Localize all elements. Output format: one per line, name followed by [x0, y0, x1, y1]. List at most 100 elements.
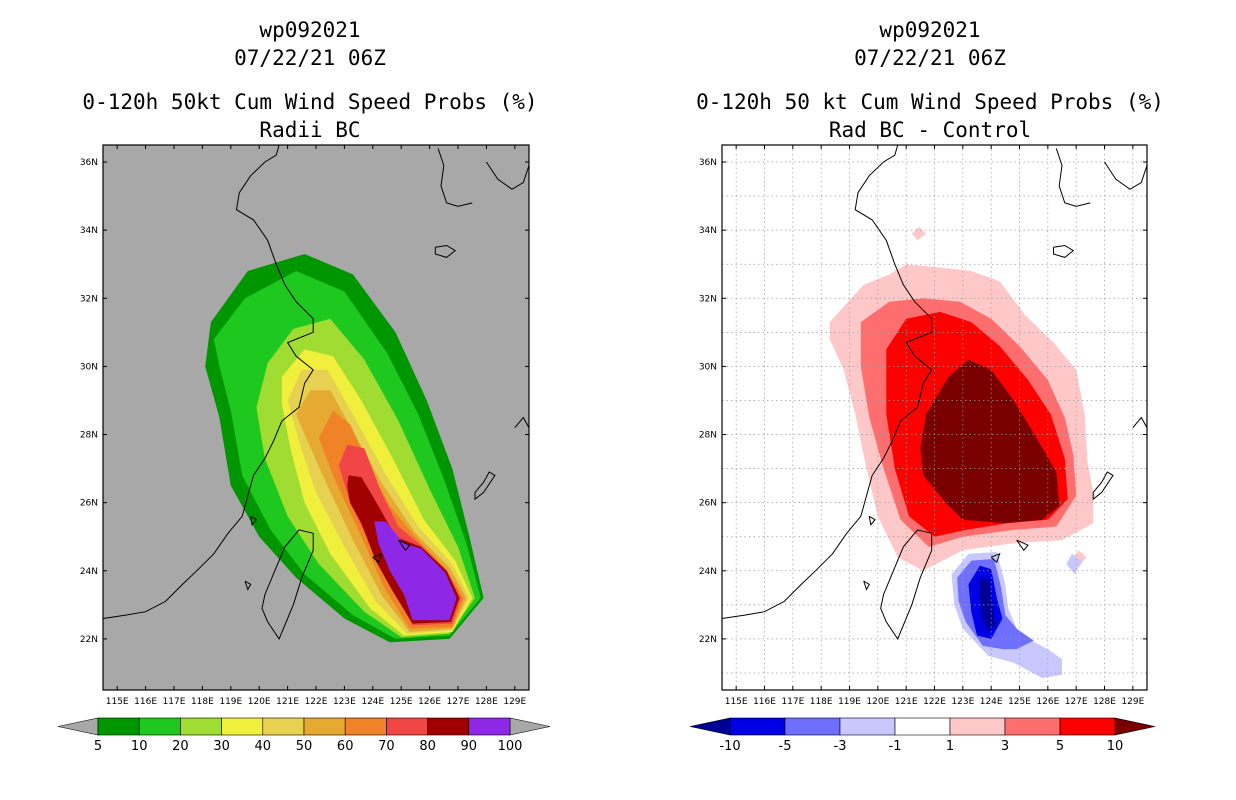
right-coastline-3: [1055, 148, 1091, 207]
left-colorbar-label: 60: [337, 739, 354, 754]
right-colorbar: -10 -5 -3 -1 1 3 5 10: [689, 717, 1156, 754]
left-coastline-0: [103, 145, 314, 619]
right-xtick-label: 121E: [895, 697, 918, 707]
right-coastline-5: [1092, 471, 1114, 501]
right-colorbar-swatch: [784, 717, 841, 736]
right-ytick-label: 30N: [699, 362, 717, 372]
right-colorbar-label: -5: [779, 739, 792, 754]
left-colorbar-swatch: [180, 717, 222, 736]
right-xtick-label: 115E: [725, 697, 748, 707]
left-ytick-label: 32N: [80, 294, 98, 304]
right-colorbar-under-arrow: [689, 717, 731, 736]
right-colorbar-label: -3: [834, 739, 847, 754]
left-xtick-label: 120E: [248, 697, 271, 707]
right-xtick-label: 118E: [810, 697, 833, 707]
left-coastline-2: [485, 161, 529, 190]
right-colorbar-swatch: [1004, 717, 1061, 736]
left-xtick-label: 115E: [106, 697, 129, 707]
right-coastline-6: [1132, 416, 1147, 429]
left-xtick-label: 116E: [134, 697, 157, 707]
left-colorbar-label: 100: [498, 739, 523, 754]
right-coastline-7: [1016, 539, 1029, 552]
right-storm-id: wp092021: [879, 18, 981, 42]
right-colorbar-label: 1: [946, 739, 954, 754]
left-colorbar-swatch: [97, 717, 140, 736]
left-xtick-label: 129E: [503, 697, 526, 707]
left-colorbar: 5 10 20 30 40 50 60 70 80 90 100: [57, 717, 551, 754]
right-contour-1-2: [849, 298, 864, 312]
left-colorbar-label: 20: [172, 739, 189, 754]
left-coastline-5: [474, 471, 496, 501]
right-colorbar-label: 3: [1001, 739, 1009, 754]
left-xtick-label: 124E: [361, 697, 384, 707]
left-colorbar-swatch: [262, 717, 305, 736]
right-colorbar-swatch: [839, 717, 896, 736]
right-coastline-9: [868, 515, 876, 526]
left-colorbar-label: 70: [378, 739, 395, 754]
right-chart-title: 0-120h 50 kt Cum Wind Speed Probs (%): [696, 90, 1164, 114]
right-coastline-2: [1104, 161, 1147, 190]
left-storm-id: wp092021: [259, 18, 361, 42]
left-chart-subtitle: Radii BC: [259, 118, 361, 142]
right-init-time: 07/22/21 06Z: [854, 46, 1006, 70]
left-ytick-label: 24N: [80, 567, 98, 577]
right-xtick-label: 126E: [1036, 697, 1059, 707]
left-colorbar-swatch: [344, 717, 387, 736]
right-ytick-label: 34N: [699, 226, 717, 236]
right-xtick-label: 124E: [980, 697, 1003, 707]
right-chart-subtitle: Rad BC - Control: [828, 118, 1032, 142]
left-xtick-label: 127E: [447, 697, 470, 707]
right-ytick-label: 32N: [699, 294, 717, 304]
left-coastline-7: [397, 539, 411, 552]
left-colorbar-swatch: [468, 717, 511, 736]
left-colorbar-label: 30: [213, 739, 230, 754]
left-colorbar-swatch: [303, 717, 346, 736]
right-coastlines: [722, 145, 1147, 640]
right-xtick-label: 120E: [866, 697, 889, 707]
right-coastline-10: [863, 580, 870, 591]
right-map-panel: 115E 116E 117E 118E 119E 120E 121E 122E 123E 124E…: [689, 144, 1156, 754]
right-xtick-label: 125E: [1008, 697, 1031, 707]
left-map-panel: 115E 116E 117E 118E 119E 120E 121E 122E 123E 124E…: [57, 144, 551, 754]
left-colorbar-swatch: [221, 717, 264, 736]
left-ytick-label: 22N: [80, 635, 98, 645]
left-ytick-label: 28N: [80, 431, 98, 441]
right-xtick-label: 116E: [753, 697, 776, 707]
right-colorbar-label: -10: [719, 739, 740, 754]
right-xtick-label: 122E: [923, 697, 946, 707]
right-xtick-label: 129E: [1121, 697, 1144, 707]
left-colorbar-label: 40: [255, 739, 272, 754]
right-coastline-4: [1053, 244, 1075, 258]
left-xtick-label: 126E: [418, 697, 441, 707]
right-coastline-1: [880, 529, 933, 640]
left-xtick-label: 117E: [163, 697, 186, 707]
left-ytick-label: 34N: [80, 226, 98, 236]
right-colorbar-over-arrow: [1114, 717, 1156, 736]
left-chart-title: 0-120h 50kt Cum Wind Speed Probs (%): [82, 90, 538, 114]
left-xtick-label: 128E: [475, 697, 498, 707]
left-xtick-label: 122E: [305, 697, 328, 707]
right-contour-1-1: [911, 226, 926, 241]
right-ytick-label: 24N: [699, 567, 717, 577]
left-colorbar-swatch: [138, 717, 181, 736]
left-colorbar-label: 50: [296, 739, 313, 754]
left-coastline-3: [437, 148, 473, 207]
right-ytick-label: 26N: [699, 499, 717, 509]
left-coastline-9: [250, 515, 258, 526]
left-coastline-6: [514, 416, 529, 429]
left-xtick-label: 118E: [191, 697, 214, 707]
left-colorbar-label: 80: [419, 739, 436, 754]
left-colorbar-swatch: [386, 717, 428, 736]
right-xtick-label: 123E: [951, 697, 974, 707]
left-ytick-label: 36N: [80, 158, 98, 168]
right-coastline-8: [990, 552, 1001, 564]
left-coastline-8: [372, 552, 383, 564]
left-colorbar-under-arrow: [57, 717, 99, 736]
right-xtick-label: 127E: [1065, 697, 1088, 707]
right-colorbar-label: -1: [889, 739, 902, 754]
right-xtick-label: 128E: [1093, 697, 1116, 707]
left-coastline-1: [261, 529, 314, 640]
right-colorbar-label: 10: [1107, 739, 1124, 754]
left-colorbar-over-arrow: [509, 717, 551, 736]
right-xtick-label: 119E: [838, 697, 861, 707]
